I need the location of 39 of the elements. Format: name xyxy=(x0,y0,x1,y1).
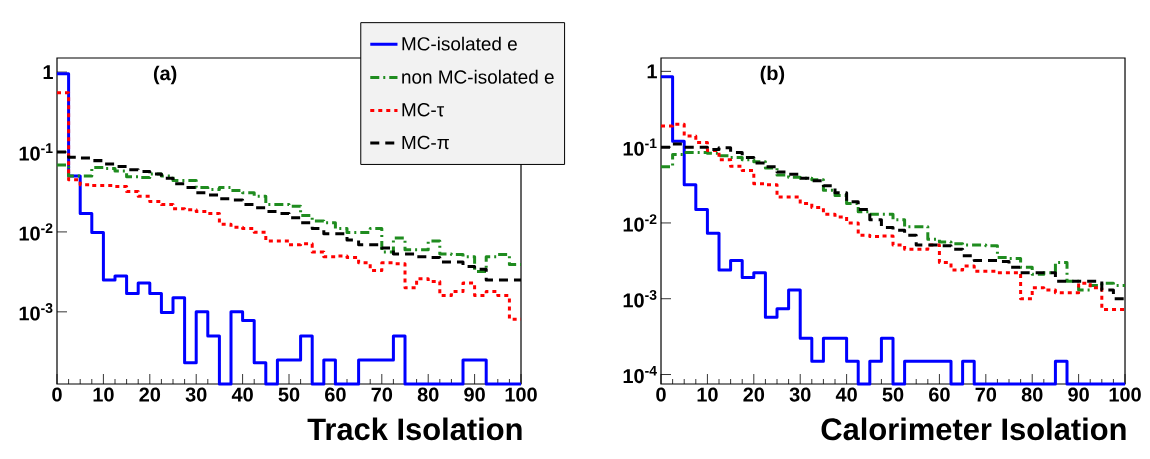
annotation: (a) xyxy=(153,65,177,85)
x-tick-label: 50 xyxy=(278,387,300,402)
x-tick-label: 60 xyxy=(929,387,950,402)
y-tick-label: 10$^{-1}$ xyxy=(623,138,657,156)
legend-label: non MC-isolated e xyxy=(402,69,554,84)
y-tick-label: 1 xyxy=(647,64,657,79)
y-tick-label: 10$^{-4}$ xyxy=(623,365,657,384)
x-tick-label: 60 xyxy=(325,387,346,402)
x-tick-label: 70 xyxy=(975,387,997,402)
y-tick-label: 10$^{-3}$ xyxy=(19,303,53,321)
x-tick-label: 20 xyxy=(139,387,161,402)
x-tick-label: 100 xyxy=(505,387,537,402)
x-tick-label: 10 xyxy=(93,387,114,402)
legend-label: MC-π xyxy=(402,135,449,150)
x-tick-label: 0 xyxy=(52,387,62,402)
x-tick-label: 30 xyxy=(185,387,207,402)
x-tick-label: 50 xyxy=(882,387,904,402)
x-tick-label: 0 xyxy=(656,387,666,402)
x-tick-label: 90 xyxy=(1068,387,1089,402)
x-tick-label: 80 xyxy=(1021,387,1043,402)
y-tick-label: 10$^{-2}$ xyxy=(19,223,53,241)
legend-label: MC-isolated e xyxy=(402,36,517,51)
y-tick-label: 10$^{-2}$ xyxy=(623,214,657,232)
legend-label: MC-τ xyxy=(402,103,445,117)
y-tick-label: 10$^{-3}$ xyxy=(623,290,657,308)
y-tick-label: 10$^{-1}$ xyxy=(19,143,53,161)
x-tick-label: 10 xyxy=(697,387,718,402)
x-tick-label: 40 xyxy=(231,387,253,402)
x-tick-label: 100 xyxy=(1109,387,1141,402)
annotation: (b) xyxy=(760,65,785,85)
x-axis-title: Calorimeter Isolation xyxy=(821,417,1126,441)
x-tick-label: 20 xyxy=(743,387,765,402)
x-tick-label: 90 xyxy=(464,387,485,402)
x-tick-label: 30 xyxy=(789,387,811,402)
x-axis-title: Track Isolation xyxy=(307,417,522,441)
x-tick-label: 70 xyxy=(371,387,393,402)
x-tick-label: 40 xyxy=(835,387,857,402)
y-tick-label: 1 xyxy=(43,65,53,79)
x-tick-label: 80 xyxy=(417,387,439,402)
